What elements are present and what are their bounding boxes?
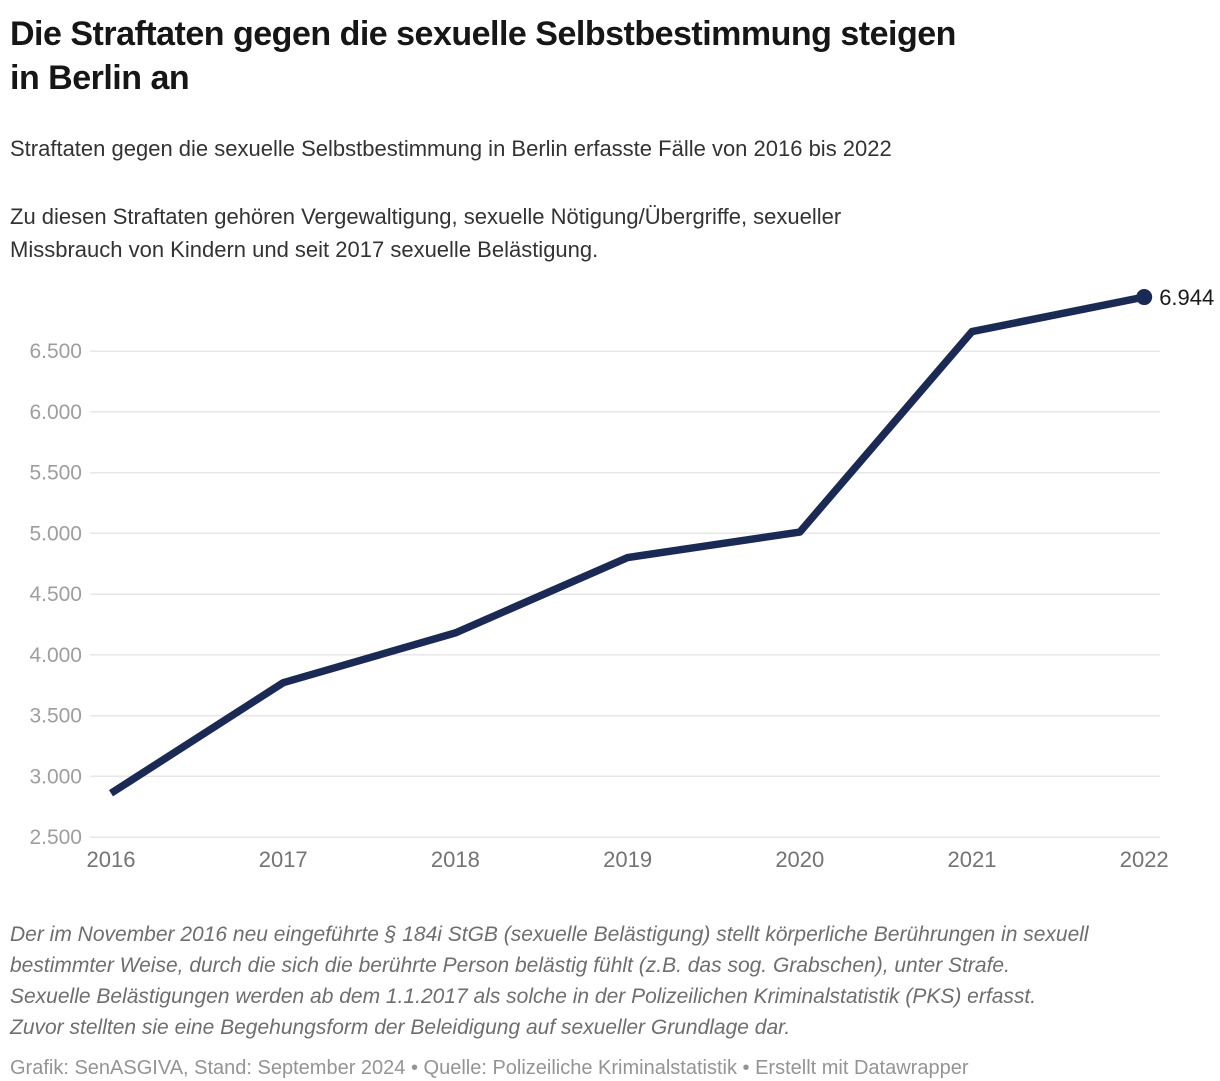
y-axis-tick-label: 6.500 — [29, 340, 82, 363]
x-axis-tick-label: 2022 — [1120, 847, 1169, 872]
y-axis-tick-label: 5.000 — [29, 522, 82, 545]
chart-notes: Der im November 2016 neu eingeführte § 1… — [10, 919, 1210, 1043]
line-chart: 2.500 3.000 3.500 4.000 4.500 5.000 5.500 6.000… — [10, 284, 1214, 879]
x-axis-tick-label: 2016 — [87, 847, 136, 872]
y-axis-tick-label: 3.000 — [29, 765, 82, 788]
chart-note-line-1: Der im November 2016 neu eingeführte § 1… — [10, 923, 1089, 946]
x-axis-tick-label: 2017 — [259, 847, 308, 872]
chart-note-line-3: Sexuelle Belästigungen werden ab dem 1.1… — [10, 985, 1037, 1008]
chart-description-line-2: Missbrauch von Kindern und seit 2017 sex… — [10, 237, 599, 262]
chart-note-line-2: bestimmter Weise, durch die sich die ber… — [10, 954, 1010, 977]
y-axis-tick-label: 3.500 — [29, 705, 82, 728]
data-line — [108, 293, 1145, 797]
chart-subtitle: Straftaten gegen die sexuelle Selbstbest… — [10, 136, 892, 161]
y-axis-tick-label: 4.000 — [29, 644, 82, 667]
end-point-value-label: 6.944 — [1159, 285, 1214, 310]
chart-credits-line: Grafik: SenASGIVA, Stand: September 2024… — [10, 1057, 969, 1079]
y-axis-tick-label: 5.500 — [29, 462, 82, 485]
x-axis-tick-label: 2021 — [948, 847, 997, 872]
chart-title-line-1: Die Straftaten gegen die sexuelle Selbst… — [10, 15, 956, 53]
y-axis-tick-label: 2.500 — [29, 826, 82, 849]
chart-title: Die Straftaten gegen die sexuelle Selbst… — [10, 12, 1210, 100]
y-axis-tick-label: 6.000 — [29, 401, 82, 424]
line-chart-canvas: 2.500 3.000 3.500 4.000 4.500 5.000 5.500 6.000… — [29, 285, 1214, 872]
chart-header: Die Straftaten gegen die sexuelle Selbst… — [10, 12, 1210, 266]
x-axis-tick-label: 2019 — [603, 847, 652, 872]
chart-footer: Der im November 2016 neu eingeführte § 1… — [10, 919, 1210, 1081]
chart-note-line-4: Zuvor stellten sie eine Begehungsform de… — [10, 1016, 791, 1039]
chart-description-line-1: Zu diesen Straftaten gehören Vergewaltig… — [10, 204, 842, 229]
chart-title-line-2: in Berlin an — [10, 59, 190, 97]
chart-description: Zu diesen Straftaten gehören Vergewaltig… — [10, 200, 1210, 266]
x-axis-tick-label: 2020 — [775, 847, 824, 872]
y-axis-tick-label: 4.500 — [29, 583, 82, 606]
x-axis-tick-label: 2018 — [431, 847, 480, 872]
end-point-marker — [1136, 289, 1153, 306]
